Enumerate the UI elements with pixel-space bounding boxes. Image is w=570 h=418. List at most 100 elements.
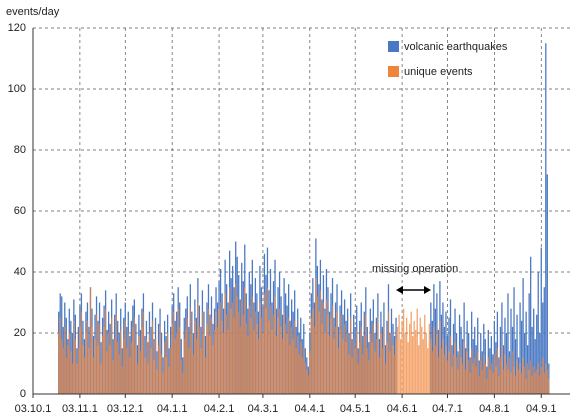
bar [222,333,225,394]
bar [107,333,110,394]
bar [151,320,154,394]
bar [486,378,488,394]
bar [229,287,231,394]
bar [177,308,179,394]
bar [61,339,63,394]
bar [513,287,515,394]
bar [225,314,228,394]
bar [380,333,382,394]
x-tick-label: 04.4.1 [295,403,326,415]
bar [117,342,119,394]
bar [120,329,122,394]
bar [410,311,412,394]
bar [421,326,423,394]
bar [510,372,512,394]
bar [359,342,361,394]
bar [180,360,182,394]
bar [242,314,244,394]
bar [460,357,462,394]
bar [472,363,474,394]
x-tick-label: 04.5.1 [340,403,371,415]
bar [548,378,550,394]
bar [200,348,202,394]
bar [527,363,529,394]
bar [404,333,406,394]
bar [300,342,302,394]
arrow [396,286,431,294]
bar [171,323,173,394]
bar [147,363,149,394]
bar [284,323,287,394]
bar [422,339,424,394]
bar [245,323,247,394]
bar [536,369,538,394]
bar [68,333,70,394]
bar [327,314,329,394]
bar [502,369,505,394]
bar [365,314,367,394]
y-tick-label: 100 [8,83,26,95]
bar [328,336,331,394]
y-tick-label: 0 [20,388,26,400]
bar [257,339,260,394]
bar [540,247,542,394]
bar [375,339,378,394]
bar [250,317,252,394]
bar [230,308,232,394]
bar [80,311,83,394]
bar [106,351,108,394]
bar [499,357,502,394]
bar [203,333,205,394]
bar [545,363,547,394]
bar [150,348,152,394]
bar [292,339,294,394]
bar [523,333,526,394]
bar [522,357,524,394]
bar [298,354,300,394]
bar [493,354,496,394]
bar [272,314,275,394]
bar [269,305,272,394]
bar [88,348,90,394]
bar [351,357,353,394]
bar [156,369,158,394]
bar [425,333,427,394]
bar [82,345,84,394]
bar [58,333,60,394]
bar [124,320,126,394]
bar [64,326,66,394]
bar [533,308,535,394]
bar [212,345,214,394]
bar [443,354,446,394]
bar [392,345,394,394]
bar [221,320,223,394]
bar [525,378,527,394]
grid [32,27,570,395]
y-axis-label: events/day [6,6,60,18]
bar [295,348,297,394]
bar [428,323,430,394]
bar [496,348,499,394]
bar [448,351,450,394]
bar [213,329,216,394]
bar [166,333,169,394]
bar [520,372,523,394]
bar [141,326,143,394]
bar [371,342,373,394]
bar [330,317,332,394]
bar [523,366,526,394]
bar [198,326,201,394]
bar [315,278,317,394]
bar [531,326,533,394]
bar [336,311,338,394]
bar [475,366,477,394]
bar [148,333,151,394]
bar [452,354,455,394]
bar [398,314,400,394]
bar [369,333,371,394]
bar [490,363,492,394]
bar [71,363,73,394]
bar [154,339,157,394]
bar [219,302,222,394]
bar [301,357,303,394]
